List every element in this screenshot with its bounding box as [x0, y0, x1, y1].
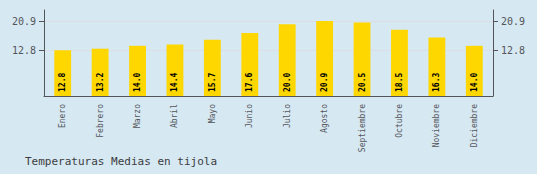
svg-text:Agosto: Agosto: [320, 104, 329, 133]
svg-text:15.7: 15.7: [208, 73, 217, 92]
svg-text:Octubre: Octubre: [395, 104, 404, 138]
svg-text:18.5: 18.5: [395, 73, 404, 92]
svg-text:20.0: 20.0: [283, 73, 292, 92]
svg-text:Mayo: Mayo: [208, 104, 217, 123]
svg-text:20.5: 20.5: [358, 73, 367, 92]
svg-text:14.4: 14.4: [170, 73, 179, 92]
svg-text:16.3: 16.3: [432, 73, 441, 92]
svg-text:14.0: 14.0: [470, 73, 479, 92]
svg-text:Julio: Julio: [283, 104, 292, 128]
svg-text:Noviembre: Noviembre: [432, 104, 441, 148]
svg-text:Marzo: Marzo: [133, 104, 142, 128]
svg-text:12.8: 12.8: [501, 45, 525, 56]
svg-text:Junio: Junio: [245, 104, 254, 128]
svg-text:12.8: 12.8: [12, 45, 36, 56]
svg-text:Enero: Enero: [58, 104, 67, 128]
svg-text:17.6: 17.6: [245, 73, 254, 92]
svg-text:20.9: 20.9: [320, 73, 329, 92]
svg-text:14.0: 14.0: [133, 73, 142, 92]
svg-text:Temperaturas Medias en tijola: Temperaturas Medias en tijola: [25, 155, 217, 168]
svg-text:Diciembre: Diciembre: [470, 104, 479, 148]
svg-text:Septiembre: Septiembre: [358, 104, 367, 152]
svg-text:12.8: 12.8: [58, 73, 67, 92]
svg-text:20.9: 20.9: [12, 16, 36, 27]
svg-text:Febrero: Febrero: [96, 104, 105, 138]
svg-text:20.9: 20.9: [501, 16, 525, 27]
svg-text:13.2: 13.2: [96, 73, 105, 92]
svg-text:Abril: Abril: [170, 104, 179, 128]
